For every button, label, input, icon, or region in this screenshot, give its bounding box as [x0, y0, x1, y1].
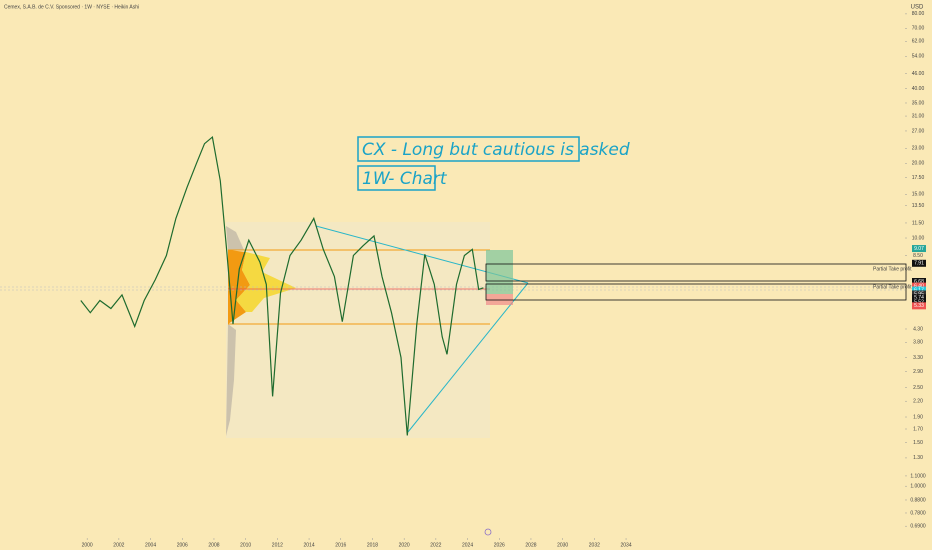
price-tag [912, 282, 926, 290]
price-tag-label: 7.91 [914, 261, 924, 267]
y-tick-label: 80.00 [912, 11, 925, 17]
price-tag [912, 245, 926, 253]
event-marker[interactable] [484, 528, 492, 536]
price-tag-label: 6.68 [914, 279, 924, 285]
price-tag-label: 6.17 [914, 287, 924, 293]
y-tick-label: 1.90 [913, 414, 923, 420]
x-tick-label: 2016 [335, 542, 346, 548]
y-tick-label: 1.50 [913, 440, 923, 446]
y-tick-label: 1.1000 [910, 473, 926, 479]
x-tick-label: 2012 [272, 542, 283, 548]
trendline [407, 282, 529, 433]
y-tick-label: 11.50 [912, 220, 924, 226]
x-tick-label: 2002 [113, 542, 124, 548]
y-tick-label: 70.00 [912, 26, 925, 32]
y-tick-label: 46.00 [912, 71, 925, 77]
annotation-box [357, 136, 580, 162]
price-tag-label: 9.07 [914, 246, 924, 252]
price-line [80, 135, 484, 436]
y-tick-label: 35.00 [912, 100, 925, 106]
y-tick-label: 2.50 [913, 385, 923, 391]
target-label: Partial Take profit [873, 266, 912, 272]
x-tick-label: 2030 [557, 542, 568, 548]
price-tag [912, 294, 926, 302]
y-tick-label: 54.00 [912, 54, 925, 60]
price-tag [912, 278, 926, 286]
currency: USD [911, 5, 924, 11]
volume-profile [228, 250, 250, 324]
y-tick-label: 31.00 [912, 113, 925, 119]
y-tick-label: 0.6900 [910, 524, 926, 530]
price-tag [912, 259, 926, 267]
x-tick-label: 2032 [589, 542, 600, 548]
price-tag-label: 6.40 [914, 283, 924, 289]
profit-zone [486, 250, 513, 294]
volume-profile [226, 324, 236, 436]
y-tick-label: 20.00 [912, 161, 925, 167]
y-tick-label: 2.20 [913, 399, 923, 405]
x-tick-label: 2024 [462, 542, 473, 548]
x-tick-label: 2004 [145, 542, 156, 548]
y-tick-label: 40.00 [912, 86, 925, 92]
x-tick-label: 2006 [177, 542, 188, 548]
annotation: 1W- Chart [362, 169, 448, 189]
y-tick-label: 27.00 [912, 128, 925, 134]
x-tick-label: 2020 [399, 542, 410, 548]
x-tick-label: 2028 [525, 542, 536, 548]
price-tag [912, 298, 926, 306]
x-tick-label: 2018 [367, 542, 378, 548]
y-tick-label: 0.7800 [910, 510, 926, 516]
x-tick-label: 2034 [620, 542, 631, 548]
price-tag [912, 302, 926, 310]
y-tick-label: 15.00 [912, 192, 925, 198]
annotation-box [357, 165, 436, 191]
volume-profile [226, 226, 244, 250]
x-tick-label: 2022 [430, 542, 441, 548]
y-tick-label: 3.30 [913, 355, 923, 361]
y-tick-label: 4.30 [913, 326, 923, 332]
x-tick-label: 2014 [304, 542, 315, 548]
price-tag-label: 5.95 [914, 291, 924, 297]
target-box [485, 283, 907, 301]
y-tick-label: 17.50 [912, 175, 925, 181]
target-box [485, 263, 907, 282]
price-tag [912, 286, 926, 294]
chart-title: Cemex, S.A.B. de C.V. Sponsored · 1W · N… [4, 4, 139, 10]
y-tick-label: 23.00 [912, 146, 925, 152]
loss-zone [486, 294, 513, 305]
x-tick-label: 2026 [494, 542, 505, 548]
y-tick-label: 10.00 [912, 235, 925, 241]
target-label: Partial Take profit [873, 284, 912, 290]
y-tick-label: 1.70 [913, 426, 923, 432]
y-tick-label: 62.00 [912, 39, 925, 45]
x-tick-label: 2010 [240, 542, 251, 548]
y-tick-label: 0.8800 [910, 497, 926, 503]
x-tick-label: 2008 [208, 542, 219, 548]
y-tick-label: 8.50 [913, 253, 923, 259]
y-tick-label: 1.0000 [910, 484, 926, 490]
price-tag [912, 290, 926, 298]
y-tick-label: 1.30 [913, 455, 923, 461]
y-tick-label: 3.80 [913, 340, 923, 346]
price-tag-label: 5.33 [914, 303, 924, 309]
annotation: CX - Long but cautious is asked [362, 140, 630, 160]
x-tick-label: 2000 [82, 542, 93, 548]
y-tick-label: 13.50 [912, 203, 925, 209]
price-tag-label: 5.74 [914, 295, 924, 301]
y-tick-label: 2.90 [913, 369, 923, 375]
